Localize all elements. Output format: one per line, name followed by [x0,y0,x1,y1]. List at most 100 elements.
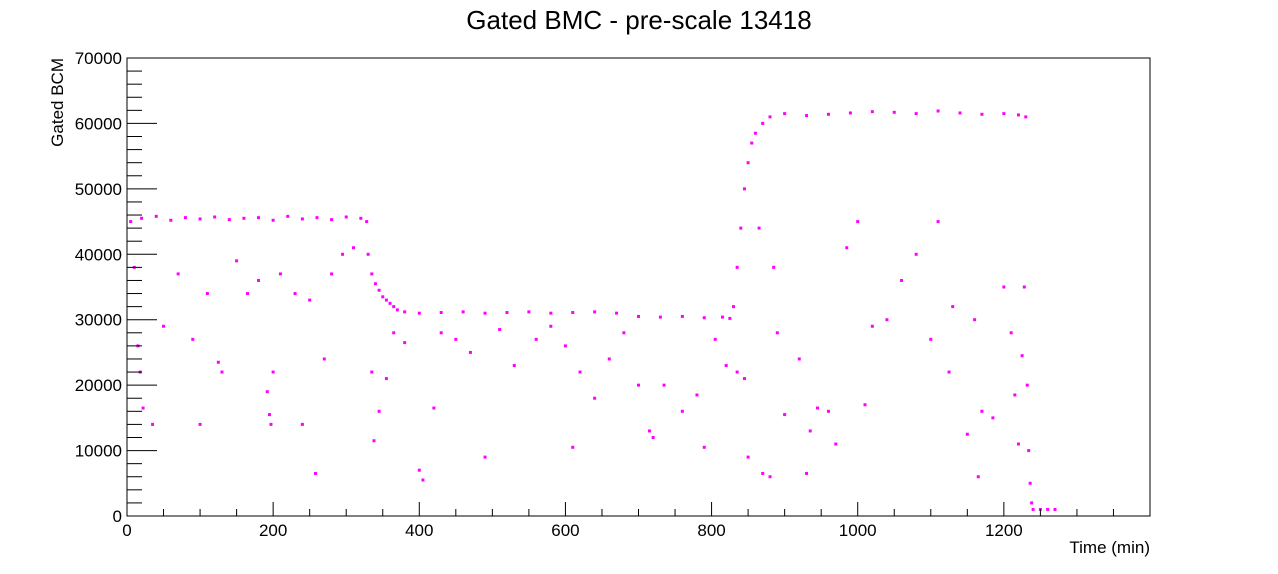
y-tick-label: 40000 [75,245,122,264]
data-point [885,318,889,322]
data-point [848,111,852,115]
data-point [377,409,381,413]
data-point [129,220,133,224]
data-point [403,310,407,314]
data-point [702,316,706,320]
data-point [753,131,757,135]
data-point [936,220,940,224]
data-point [141,406,145,410]
data-point [870,324,874,328]
data-point [278,272,282,276]
x-axis-label: Time (min) [1069,538,1150,557]
data-point [702,445,706,449]
chart-title: Gated BMC - pre-scale 13418 [466,5,811,35]
data-point [330,272,334,276]
data-point [900,278,904,282]
data-point [742,187,746,191]
data-point [300,422,304,426]
data-point [432,406,436,410]
y-tick-label: 30000 [75,311,122,330]
data-point [257,278,261,282]
data-point [947,370,951,374]
y-tick-label: 0 [113,507,122,526]
data-points [129,109,1057,511]
data-point [834,442,838,446]
data-point [372,439,376,443]
data-point [892,110,896,114]
data-point [162,324,166,328]
data-point [461,310,465,314]
data-point [826,112,830,116]
data-point [593,396,597,400]
data-point [571,445,575,449]
data-point [845,246,849,250]
data-point [271,218,275,222]
data-point [220,370,224,374]
data-point [808,429,812,433]
data-point [498,328,502,332]
data-point [330,218,334,222]
data-point [269,422,273,426]
x-axis: 0 200 400 600 800 1000 1200 [122,502,1151,540]
data-point [914,112,918,116]
data-point [731,305,735,309]
data-point [439,311,443,315]
data-point [483,455,487,459]
data-point [761,121,765,125]
data-point [1020,354,1024,358]
data-point [856,220,860,224]
data-point [805,114,809,118]
data-point [761,471,765,475]
data-point [549,311,553,315]
y-axis: 0 10000 20000 30000 40000 50000 60000 70000 [75,49,157,526]
data-point [417,311,421,315]
data-point [267,413,271,417]
data-point [965,432,969,436]
data-point [549,324,553,328]
data-point [183,216,187,220]
data-point [615,311,619,315]
data-point [721,315,725,319]
data-point [1022,285,1026,289]
data-point [973,318,977,322]
data-point [257,216,261,220]
data-point [724,364,728,368]
data-point [534,337,538,341]
data-point [512,364,516,368]
data-point [651,435,655,439]
data-point [271,370,275,374]
data-point [403,341,407,345]
data-point [563,344,567,348]
data-point [359,216,363,220]
data-point [392,331,396,335]
x-tick-label: 800 [697,521,725,540]
data-point [384,377,388,381]
data-point [622,331,626,335]
data-point [216,360,220,364]
data-point [1028,481,1032,485]
data-point [735,370,739,374]
data-point [870,110,874,114]
data-point [169,218,173,222]
x-tick-label: 600 [551,521,579,540]
data-point [1013,393,1017,397]
data-point [768,115,772,119]
data-point [468,350,472,354]
data-point [1009,331,1013,335]
data-point [384,298,388,302]
y-tick-label: 60000 [75,114,122,133]
data-point [352,246,356,250]
data-point [662,383,666,387]
data-point [936,109,940,113]
data-point [235,259,239,263]
data-point [454,337,458,341]
y-axis-label: Gated BCM [48,58,67,147]
data-point [768,475,772,479]
x-tick-label: 0 [122,521,131,540]
data-point [1002,285,1006,289]
data-point [735,265,739,269]
data-point [417,468,421,472]
data-point [746,161,750,165]
data-point [483,311,487,315]
data-point [1025,383,1029,387]
